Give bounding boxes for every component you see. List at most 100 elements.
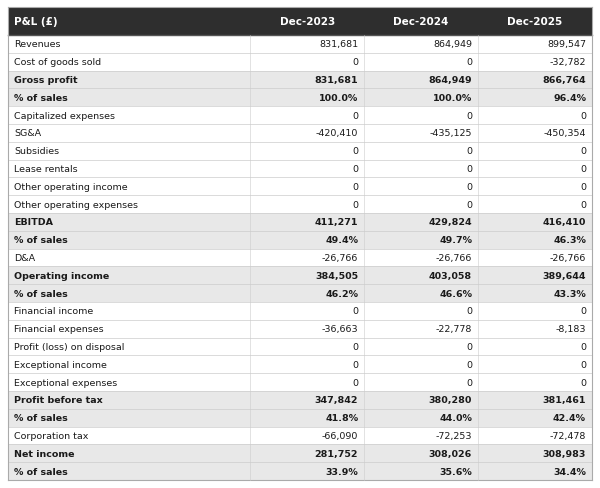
Text: -66,090: -66,090	[322, 431, 358, 440]
Text: Revenues: Revenues	[14, 41, 61, 49]
Text: 0: 0	[352, 342, 358, 351]
Text: 0: 0	[352, 307, 358, 316]
Text: 864,949: 864,949	[433, 41, 472, 49]
Text: Lease rentals: Lease rentals	[14, 164, 77, 174]
Text: Other operating expenses: Other operating expenses	[14, 200, 138, 209]
Text: 0: 0	[352, 200, 358, 209]
Text: 864,949: 864,949	[428, 76, 472, 85]
Text: 0: 0	[466, 58, 472, 67]
Text: 389,644: 389,644	[542, 271, 586, 280]
Text: 33.9%: 33.9%	[325, 467, 358, 476]
Text: 49.7%: 49.7%	[439, 236, 472, 244]
Text: 0: 0	[352, 147, 358, 156]
Text: -26,766: -26,766	[322, 253, 358, 263]
Text: 46.2%: 46.2%	[325, 289, 358, 298]
Text: 0: 0	[466, 147, 472, 156]
Text: Dec-2024: Dec-2024	[394, 17, 449, 27]
Text: 416,410: 416,410	[542, 218, 586, 227]
Text: 100.0%: 100.0%	[433, 94, 472, 102]
Text: 899,547: 899,547	[547, 41, 586, 49]
Text: Operating income: Operating income	[14, 271, 109, 280]
Text: 0: 0	[580, 111, 586, 121]
Bar	[8, 71, 592, 89]
Bar	[8, 214, 592, 231]
Text: 403,058: 403,058	[429, 271, 472, 280]
Bar	[8, 445, 592, 462]
Bar	[8, 142, 592, 160]
Text: % of sales: % of sales	[14, 289, 68, 298]
Bar	[8, 160, 592, 178]
Bar	[8, 320, 592, 338]
Bar	[8, 267, 592, 285]
Text: -32,782: -32,782	[550, 58, 586, 67]
Text: Dec-2023: Dec-2023	[280, 17, 335, 27]
Text: 0: 0	[352, 183, 358, 191]
Bar	[8, 303, 592, 320]
Text: 0: 0	[466, 342, 472, 351]
Text: 0: 0	[580, 164, 586, 174]
Bar	[8, 178, 592, 196]
Text: Dec-2025: Dec-2025	[508, 17, 563, 27]
Text: 411,271: 411,271	[315, 218, 358, 227]
Text: Capitalized expenses: Capitalized expenses	[14, 111, 115, 121]
Text: 831,681: 831,681	[319, 41, 358, 49]
Text: 831,681: 831,681	[314, 76, 358, 85]
Text: -26,766: -26,766	[550, 253, 586, 263]
Text: % of sales: % of sales	[14, 94, 68, 102]
Text: 866,764: 866,764	[542, 76, 586, 85]
Text: 35.6%: 35.6%	[439, 467, 472, 476]
Text: 42.4%: 42.4%	[553, 413, 586, 422]
Text: Other operating income: Other operating income	[14, 183, 128, 191]
Text: 308,026: 308,026	[429, 449, 472, 458]
Bar	[8, 338, 592, 356]
Bar	[8, 8, 592, 36]
Text: Gross profit: Gross profit	[14, 76, 77, 85]
Text: 0: 0	[466, 378, 472, 387]
Text: 380,280: 380,280	[429, 396, 472, 405]
Text: -36,663: -36,663	[322, 325, 358, 333]
Bar	[8, 285, 592, 303]
Text: 0: 0	[352, 58, 358, 67]
Text: Exceptional income: Exceptional income	[14, 360, 107, 369]
Text: 49.4%: 49.4%	[325, 236, 358, 244]
Text: 0: 0	[466, 360, 472, 369]
Text: EBITDA: EBITDA	[14, 218, 53, 227]
Text: 46.6%: 46.6%	[439, 289, 472, 298]
Text: 381,461: 381,461	[542, 396, 586, 405]
Text: -420,410: -420,410	[316, 129, 358, 138]
Text: 44.0%: 44.0%	[439, 413, 472, 422]
Text: Net income: Net income	[14, 449, 74, 458]
Text: D&A: D&A	[14, 253, 35, 263]
Text: 0: 0	[580, 378, 586, 387]
Text: 429,824: 429,824	[428, 218, 472, 227]
Text: -22,778: -22,778	[436, 325, 472, 333]
Text: 0: 0	[580, 342, 586, 351]
Text: 347,842: 347,842	[315, 396, 358, 405]
Text: Subsidies: Subsidies	[14, 147, 59, 156]
Bar	[8, 196, 592, 214]
Text: 281,752: 281,752	[315, 449, 358, 458]
Text: -26,766: -26,766	[436, 253, 472, 263]
Text: 0: 0	[466, 307, 472, 316]
Bar	[8, 356, 592, 373]
Text: Cost of goods sold: Cost of goods sold	[14, 58, 101, 67]
Text: 96.4%: 96.4%	[553, 94, 586, 102]
Text: 34.4%: 34.4%	[553, 467, 586, 476]
Bar	[8, 462, 592, 480]
Text: 0: 0	[580, 360, 586, 369]
Text: Financial expenses: Financial expenses	[14, 325, 104, 333]
Text: % of sales: % of sales	[14, 236, 68, 244]
Bar	[8, 409, 592, 427]
Bar	[8, 249, 592, 267]
Bar	[8, 231, 592, 249]
Text: SG&A: SG&A	[14, 129, 41, 138]
Text: 0: 0	[466, 183, 472, 191]
Text: Corporation tax: Corporation tax	[14, 431, 88, 440]
Text: 100.0%: 100.0%	[319, 94, 358, 102]
Text: 0: 0	[352, 378, 358, 387]
Text: 41.8%: 41.8%	[325, 413, 358, 422]
Text: 46.3%: 46.3%	[553, 236, 586, 244]
Text: -72,253: -72,253	[436, 431, 472, 440]
Text: -72,478: -72,478	[550, 431, 586, 440]
Bar	[8, 373, 592, 391]
